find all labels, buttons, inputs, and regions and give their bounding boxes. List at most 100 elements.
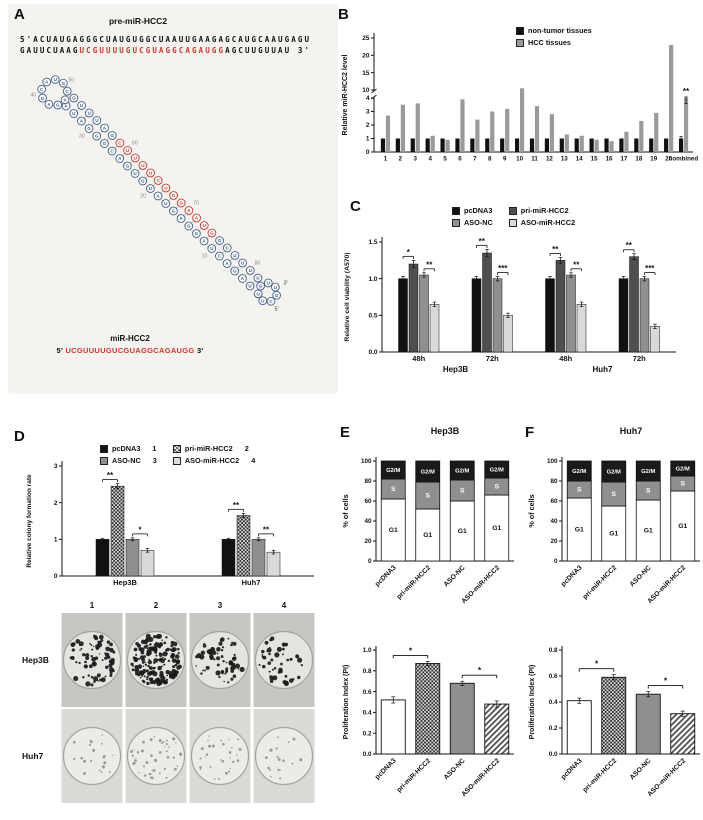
bar-pri-miR-HCC2	[629, 256, 639, 353]
svg-text:A: A	[80, 119, 84, 124]
segment-G2/M	[566, 460, 592, 482]
svg-text:1: 1	[54, 537, 58, 544]
bar-hcc	[460, 99, 465, 152]
panel-e-hep3b-cell-cycle: E Hep3B 0 20 40 60 80 100 % of cells G1 S G2/M pcD…	[336, 424, 522, 820]
svg-text:G1: G1	[492, 525, 501, 532]
hep3b-cell-cycle-stacked-chart: 0 20 40 60 80 100 % of cells G1 S G2/M pcDNA3 G1 S G2…	[341, 457, 514, 605]
bar-pri-miR-HCC2	[601, 676, 627, 755]
svg-text:A: A	[202, 239, 206, 244]
legend-number: 3	[152, 456, 157, 465]
bar-non-tumor	[395, 138, 400, 152]
legend-item: non-tumor tissues	[516, 26, 592, 35]
segment-G2/M	[670, 460, 696, 477]
bar-pri-miR-HCC2	[415, 663, 441, 755]
legend-item: ASO-miR-HCC2	[508, 218, 575, 227]
svg-text:U: U	[133, 171, 137, 176]
svg-text:30: 30	[79, 133, 85, 139]
svg-text:60: 60	[132, 141, 138, 147]
svg-text:1: 1	[366, 136, 370, 143]
panel-e-label: E	[340, 424, 351, 441]
svg-text:G: G	[275, 293, 279, 298]
svg-text:G: G	[103, 141, 107, 146]
svg-text:A: A	[45, 80, 49, 85]
mature-mir-sequence: 5' UCGUUUUGUCGUAGGCAGAUGG 3'	[22, 346, 238, 355]
bar-non-tumor	[589, 138, 594, 152]
svg-text:4: 4	[428, 156, 432, 163]
bar-ASO-NC	[449, 682, 475, 755]
bar-non-tumor	[380, 138, 386, 152]
svg-text:***: ***	[645, 264, 655, 273]
bar-hcc	[400, 104, 405, 152]
svg-text:16: 16	[606, 156, 613, 163]
svg-text:G: G	[141, 179, 145, 184]
bar-ASO-miR-HCC2	[429, 304, 440, 353]
pre-mir-sequence: 5'ACUAUGAGGGCUAUGUGGCUAAUUGAAGAGCAUGCAAU…	[20, 34, 311, 56]
svg-text:*: *	[407, 248, 411, 257]
svg-text:**: **	[573, 260, 580, 269]
dish-column-label: 2	[153, 601, 159, 610]
bar-hcc	[534, 106, 540, 152]
bar-hcc	[564, 134, 569, 152]
svg-text:S: S	[460, 488, 465, 495]
svg-text:pri-miR-HCC2: pri-miR-HCC2	[582, 564, 619, 601]
svg-text:4: 4	[366, 95, 370, 102]
svg-text:G: G	[218, 238, 222, 243]
svg-text:G1: G1	[678, 523, 687, 530]
panel-f-title: Huh7	[619, 426, 643, 436]
svg-text:C: C	[269, 299, 273, 304]
svg-text:19: 19	[650, 156, 657, 163]
segment-S	[601, 481, 627, 507]
svg-text:ASO-miR-HCC2: ASO-miR-HCC2	[646, 757, 687, 798]
legend-number: 4	[251, 456, 256, 465]
svg-text:G2/M: G2/M	[386, 468, 400, 474]
mir-three-prime: 3'	[196, 346, 204, 355]
legend-item: pcDNA3 1	[100, 444, 157, 453]
svg-text:0.8: 0.8	[549, 647, 558, 654]
svg-text:2: 2	[366, 122, 370, 129]
svg-text:48h: 48h	[412, 354, 425, 363]
legend-label: pri-miR-HCC2	[184, 444, 233, 453]
svg-text:ASO-miR-HCC2: ASO-miR-HCC2	[460, 757, 501, 798]
panel-d-label: D	[14, 428, 25, 445]
svg-text:**: **	[683, 87, 690, 96]
bar-non-tumor	[500, 138, 505, 152]
svg-text:G: G	[110, 133, 114, 138]
svg-text:G1: G1	[609, 531, 618, 538]
svg-text:A: A	[63, 98, 67, 103]
svg-text:U: U	[256, 292, 260, 297]
svg-text:G2/M: G2/M	[641, 469, 655, 475]
bar-non-tumor	[619, 138, 624, 152]
panel-b-legend: non-tumor tissues HCC tissues	[516, 26, 592, 47]
svg-text:G: G	[195, 231, 199, 236]
svg-text:15: 15	[591, 156, 598, 163]
sequence-line-2-prefix: GAUUCUAAG	[20, 46, 80, 55]
bar-ASO-miR-HCC2	[576, 304, 587, 353]
svg-text:0.6: 0.6	[549, 673, 558, 680]
svg-text:U: U	[80, 103, 84, 108]
svg-text:U: U	[248, 284, 252, 289]
bar-hcc	[490, 111, 495, 152]
bar-hcc	[475, 119, 480, 152]
svg-text:G1: G1	[575, 527, 584, 534]
svg-text:72h: 72h	[486, 354, 499, 363]
svg-text:9: 9	[503, 156, 507, 163]
svg-text:A: A	[179, 216, 183, 221]
svg-text:3: 3	[54, 463, 58, 470]
svg-text:1.0: 1.0	[363, 647, 372, 654]
colony-dish-image	[61, 613, 123, 707]
svg-text:U: U	[274, 285, 278, 290]
svg-text:Relative colony formation rate: Relative colony formation rate	[26, 474, 33, 568]
svg-text:0.4: 0.4	[363, 710, 372, 717]
mature-mir-highlight: UCGUUUUGUCGUAGGCAGAUGG	[79, 46, 226, 55]
legend-item: pri-miR-HCC2	[508, 206, 575, 215]
bar-pcDNA3	[618, 278, 629, 353]
panel-b-expression-chart: B 0 1 2 3 4 10 15 20 25 Relative miR-HCC2 level 1 2…	[336, 4, 703, 196]
bar-pcDNA3	[566, 700, 592, 755]
svg-text:G: G	[87, 126, 91, 131]
svg-text:G2/M: G2/M	[490, 468, 504, 474]
svg-text:*: *	[478, 665, 482, 675]
legend-item: pcDNA3	[452, 206, 493, 215]
svg-text:40: 40	[364, 518, 372, 525]
svg-text:**: **	[552, 245, 559, 254]
bar-non-tumor	[455, 138, 460, 152]
